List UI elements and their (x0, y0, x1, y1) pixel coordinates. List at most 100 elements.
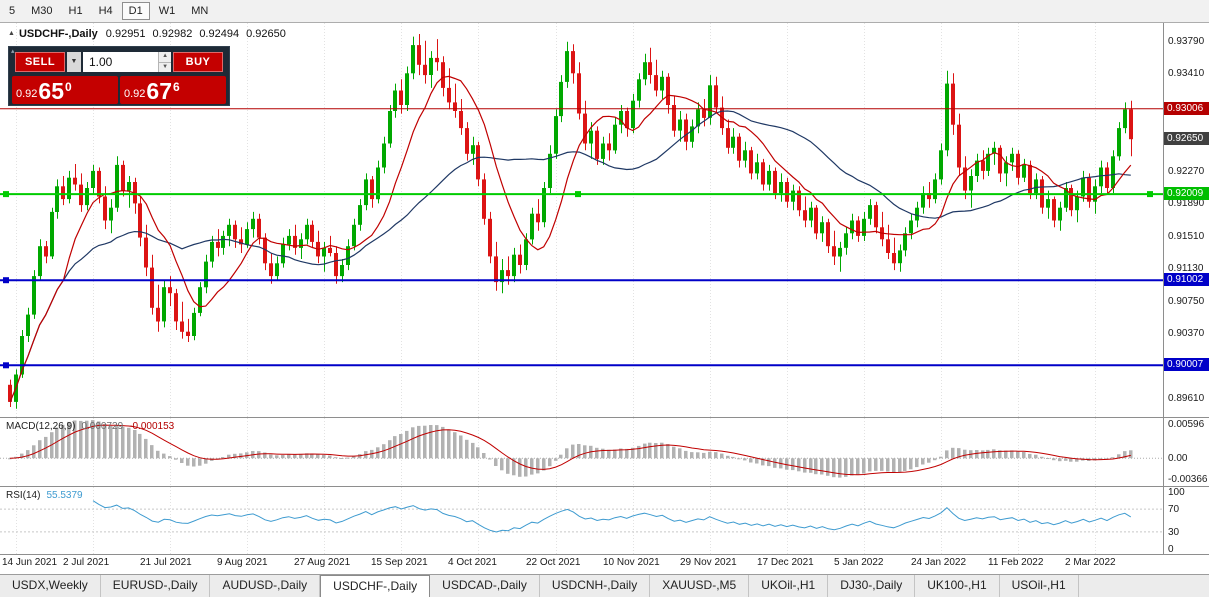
macd-bar (275, 455, 279, 459)
panel-separator (0, 554, 1209, 555)
volume-input[interactable] (83, 52, 159, 72)
macd-bar (684, 450, 688, 459)
rsi-axis-label: 0 (1168, 544, 1174, 555)
macd-bar (720, 453, 724, 459)
macd-bar (637, 445, 641, 459)
date-label: 15 Sep 2021 (371, 557, 428, 568)
line-handle[interactable] (3, 277, 9, 284)
price-grid-label: 0.92270 (1168, 166, 1205, 177)
macd-bar (761, 458, 765, 466)
date-label: 14 Jun 2021 (2, 557, 58, 568)
macd-bar (1022, 452, 1026, 459)
line-handle[interactable] (3, 191, 9, 198)
macd-bar (257, 451, 261, 459)
macd-bar (1010, 450, 1014, 459)
panel-collapse-icon[interactable]: ▴ (11, 48, 15, 55)
rsi-value: 55.5379 (46, 490, 83, 501)
date-label: 21 Jul 2021 (140, 557, 192, 568)
price-grid-label: 0.91130 (1168, 263, 1204, 274)
macd-bar (963, 449, 967, 459)
macd-bar (992, 449, 996, 459)
macd-bar (518, 458, 522, 477)
price-grid-label: 0.90370 (1168, 328, 1205, 339)
macd-bar (631, 447, 635, 459)
green-line-price-tag: 0.92009 (1164, 187, 1209, 200)
line-handle[interactable] (1147, 191, 1153, 198)
chart-tab[interactable]: UKOil-,H1 (749, 575, 829, 597)
macd-bar (1117, 454, 1121, 459)
line-handle[interactable] (3, 362, 9, 369)
macd-bar (696, 452, 700, 459)
panel-separator[interactable] (0, 417, 1209, 418)
symbol-collapse-icon[interactable]: ▲ (8, 30, 15, 37)
macd-bar (957, 448, 961, 459)
macd-bar (975, 450, 979, 459)
rsi-canvas[interactable] (0, 487, 1163, 554)
macd-bar (708, 451, 712, 459)
sell-button[interactable]: SELL (15, 52, 65, 72)
macd-bar (453, 432, 457, 459)
macd-bar (1064, 458, 1068, 461)
sell-price-display[interactable]: 0.92 65 0 (12, 76, 118, 104)
chart-tab[interactable]: USDX,Weekly (0, 575, 101, 597)
macd-bar (465, 439, 469, 459)
macd-bar (666, 444, 670, 459)
timeframe-button-MN[interactable]: MN (191, 5, 209, 17)
chart-tab[interactable]: USDCHF-,Daily (320, 575, 431, 597)
macd-bar (981, 450, 985, 459)
macd-bar (726, 455, 730, 459)
chart-tab[interactable]: XAUUSD-,M5 (650, 575, 750, 597)
timeframe-button-H4[interactable]: H4 (98, 5, 113, 17)
symbol-tab-bar: USDX,Weekly EURUSD-,Daily AUDUSD-,Daily USD… (0, 574, 1209, 597)
macd-bar (826, 458, 830, 476)
timeframe-button-M30[interactable]: M30 (31, 5, 53, 17)
macd-bar (536, 458, 540, 474)
chart-tab[interactable]: USDCNH-,Daily (540, 575, 651, 597)
macd-bar (281, 455, 285, 459)
macd-bar (488, 458, 492, 460)
price-chart-canvas[interactable] (0, 23, 1163, 417)
volume-decrease-button[interactable]: ▼ (159, 62, 171, 72)
macd-bar (97, 421, 101, 459)
chart-tab[interactable]: EURUSD-,Daily (101, 575, 211, 597)
macd-bar (814, 458, 818, 475)
macd-axis-label: 0.00 (1168, 453, 1188, 464)
macd-bar (352, 456, 356, 459)
blue-line-price-tag: 0.91002 (1164, 273, 1209, 286)
chart-tab[interactable]: USOil-,H1 (1000, 575, 1079, 597)
timeframe-button-5[interactable]: 5 (9, 5, 16, 17)
volume-dropdown-icon[interactable]: ▼ (67, 52, 81, 72)
macd-bar (767, 458, 771, 467)
macd-bar (1046, 458, 1050, 459)
macd-bar (1004, 450, 1008, 459)
timeframe-button-W1[interactable]: W1 (158, 5, 176, 17)
line-handle[interactable] (575, 191, 581, 198)
chart-tab[interactable]: USDCAD-,Daily (430, 575, 540, 597)
macd-bar (743, 458, 747, 461)
macd-bar (233, 453, 237, 459)
macd-bar (1028, 453, 1032, 459)
chart-tab[interactable]: UK100-,H1 (915, 575, 1000, 597)
macd-axis-label: 0.00596 (1168, 419, 1205, 430)
buy-button[interactable]: BUY (173, 52, 223, 72)
macd-bar (133, 430, 137, 459)
macd-bar (192, 458, 196, 467)
macd-bar (162, 453, 166, 459)
chart-tab[interactable]: AUDUSD-,Daily (210, 575, 321, 597)
macd-bar (832, 458, 836, 478)
date-label: 5 Jan 2022 (834, 557, 884, 568)
chart-tab[interactable]: DJ30-,Daily (828, 575, 916, 597)
macd-bar (714, 452, 718, 459)
timeframe-button-H1[interactable]: H1 (68, 5, 83, 17)
macd-bar (399, 434, 403, 459)
macd-bar (26, 450, 30, 459)
macd-signal-line (9, 424, 1131, 476)
timeframe-button-D1[interactable]: D1 (121, 2, 150, 20)
price-grid-label: 0.91890 (1168, 198, 1205, 209)
macd-bar (838, 458, 842, 478)
panel-separator[interactable] (0, 486, 1209, 487)
macd-canvas[interactable] (0, 418, 1163, 486)
volume-increase-button[interactable]: ▲ (159, 52, 171, 63)
price-grid-label: 0.91510 (1168, 231, 1205, 242)
buy-price-display[interactable]: 0.92 67 6 (120, 76, 226, 104)
